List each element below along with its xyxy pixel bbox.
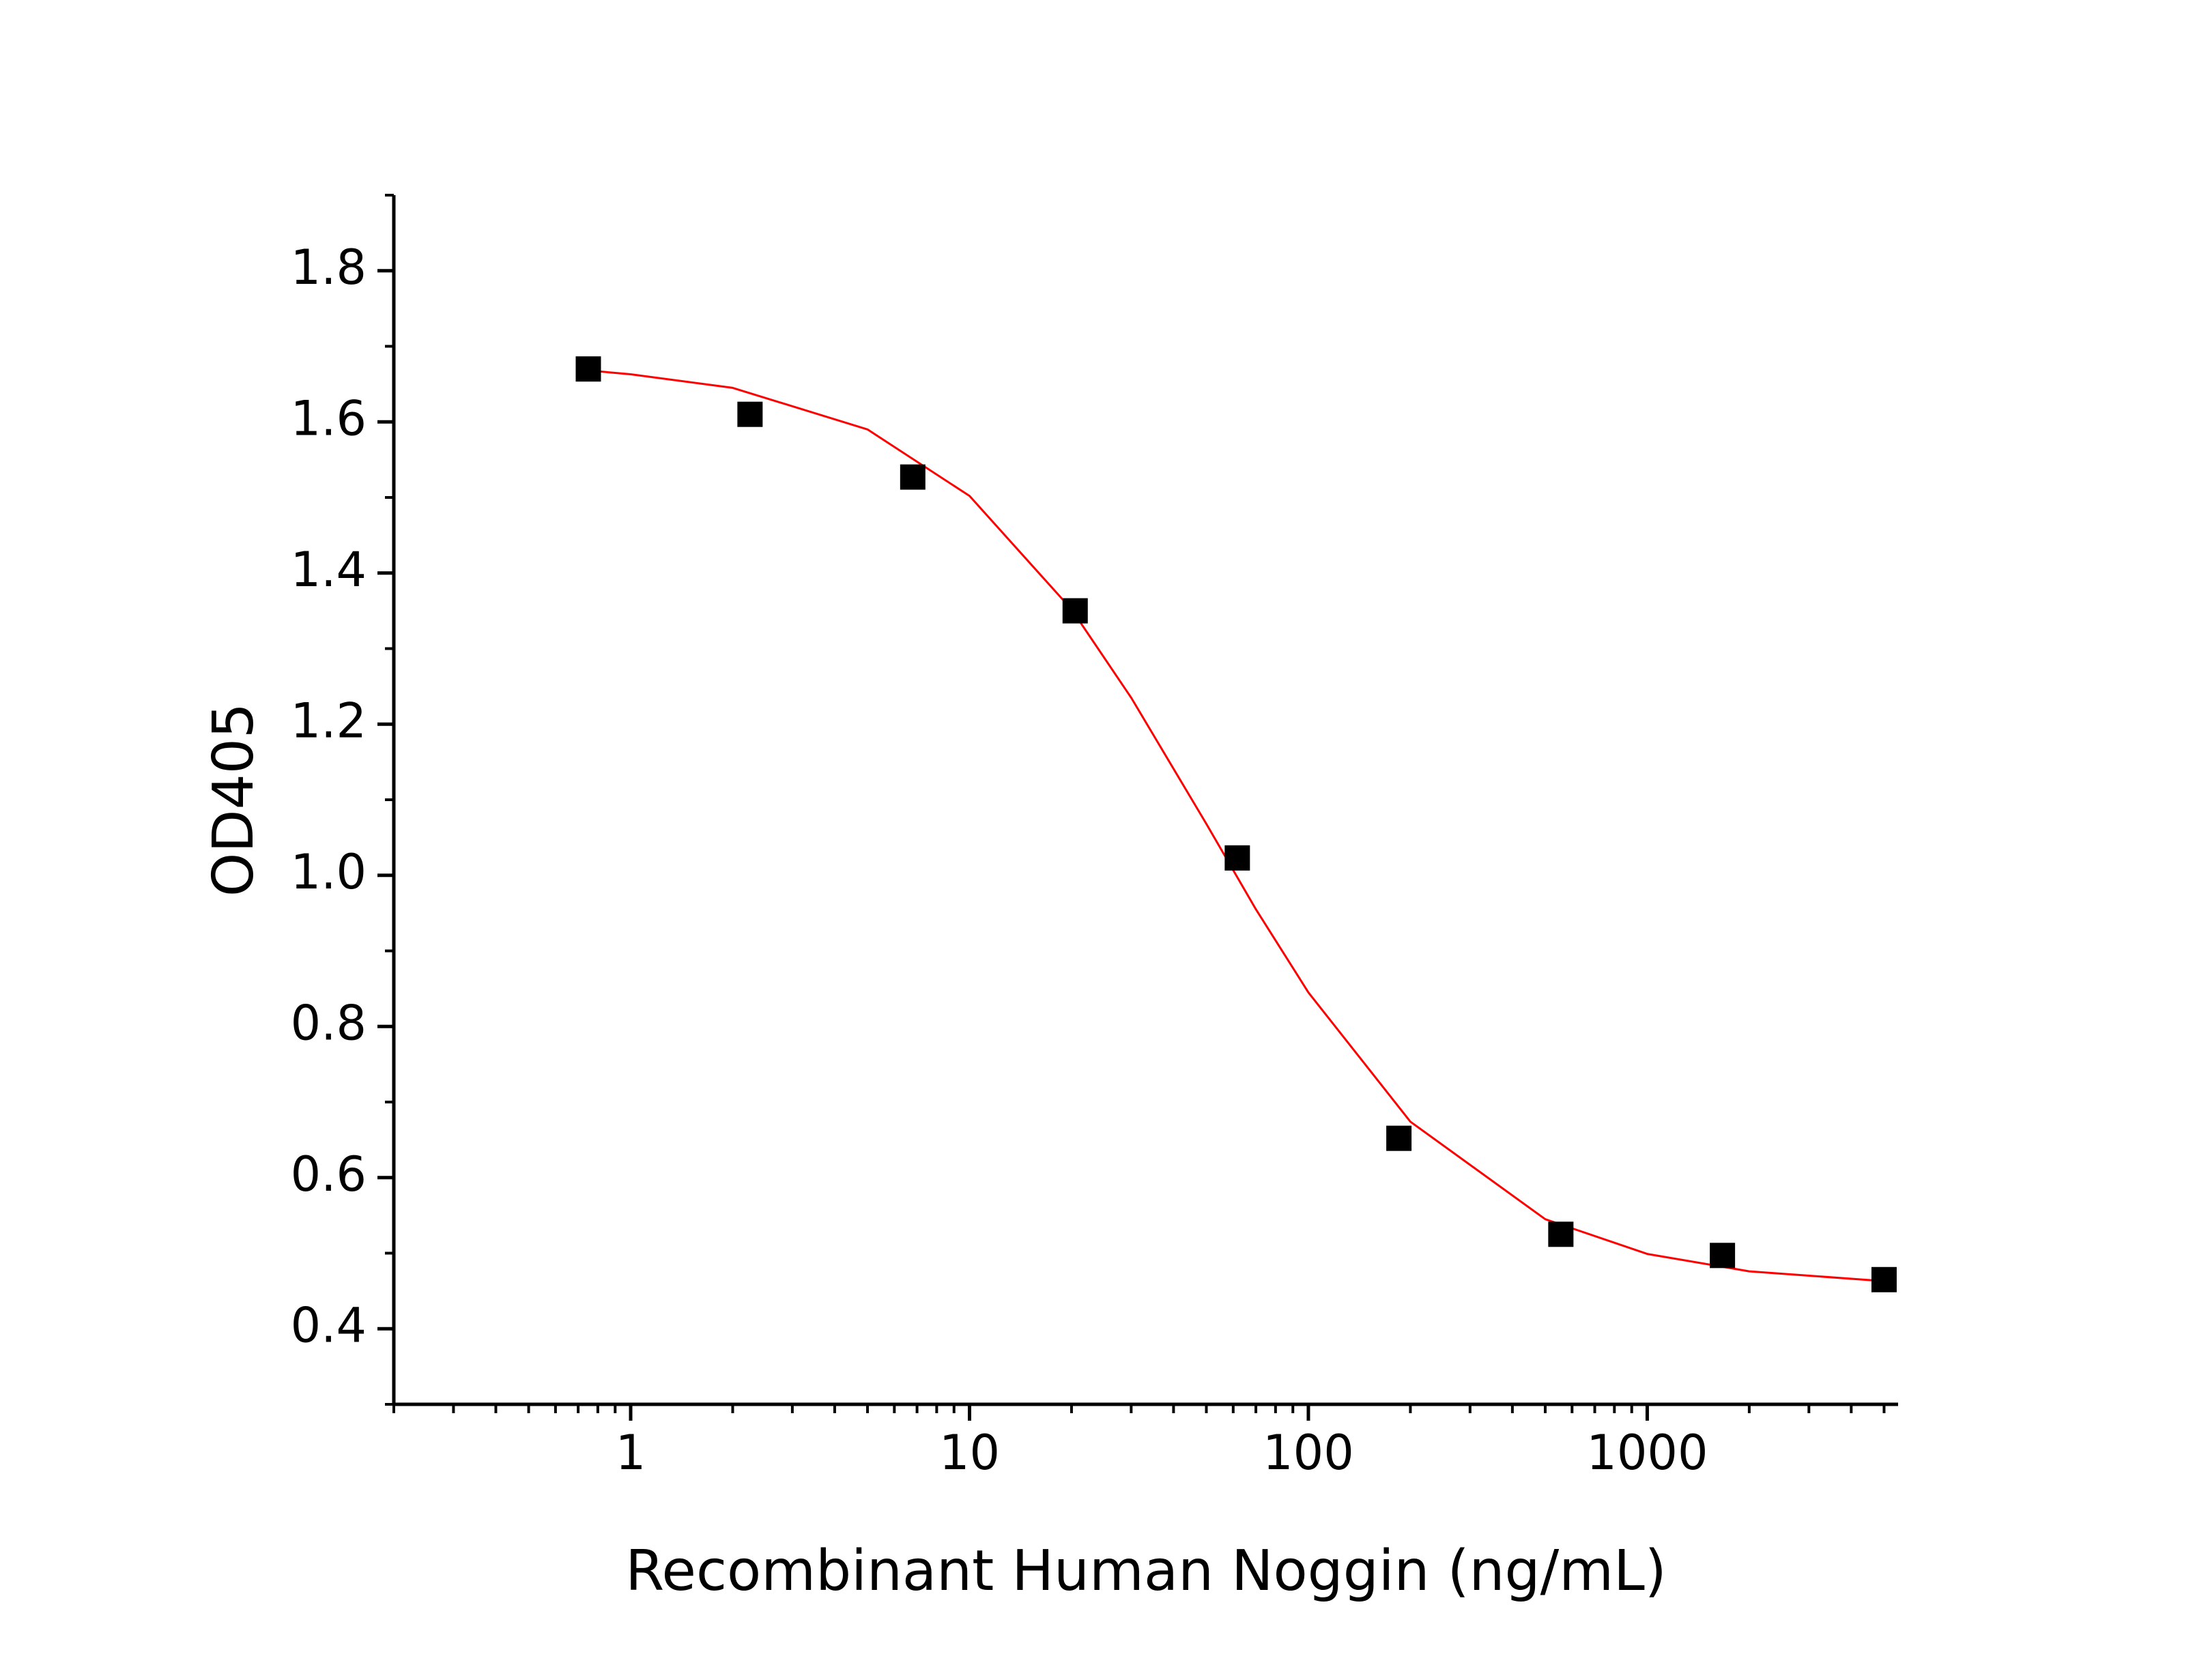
fit-curve [588,369,1884,1282]
data-point [1386,1125,1412,1151]
data-point [1548,1221,1574,1247]
data-point [1871,1266,1897,1292]
y-tick-label: 1.4 [291,542,367,598]
y-tick-label: 0.6 [291,1146,367,1202]
x-axis-title: Recombinant Human Noggin (ng/mL) [625,1539,1667,1604]
data-point [737,401,763,427]
x-tick-label: 100 [1263,1425,1354,1481]
y-tick-label: 1.6 [291,390,367,446]
y-tick-label: 1.8 [291,240,367,295]
y-tick-label: 0.8 [291,995,367,1051]
y-tick-label: 1.2 [291,693,367,749]
data-point [1224,845,1250,871]
x-tick-label: 1000 [1586,1425,1708,1481]
x-tick-label: 10 [939,1425,1000,1481]
x-tick-label: 1 [616,1425,646,1481]
data-point [1062,598,1088,624]
data-point [1710,1243,1736,1269]
y-tick-label: 1.0 [291,844,367,900]
y-tick-label: 0.4 [291,1297,367,1353]
data-point [575,356,601,382]
y-axis-title: OD405 [201,703,266,897]
data-point [900,464,926,490]
